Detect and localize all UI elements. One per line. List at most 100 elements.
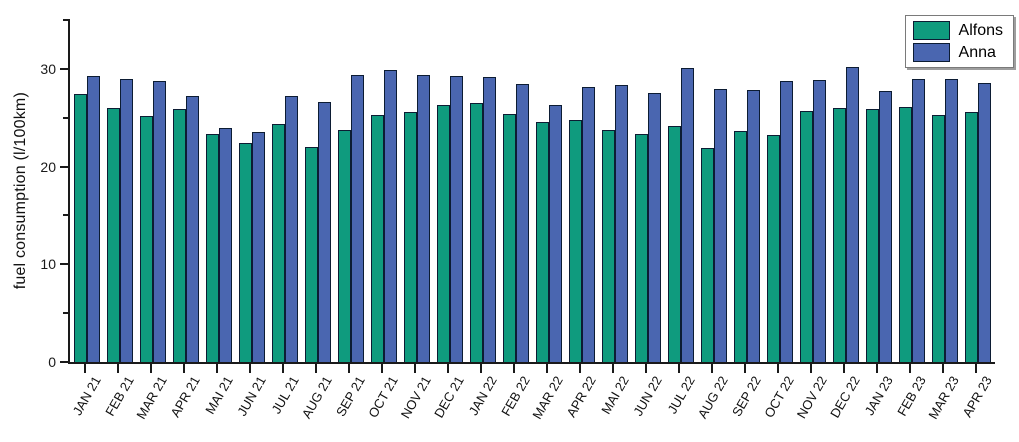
bar-group: [301, 19, 334, 362]
legend-item-alfons: Alfons: [912, 21, 1003, 40]
bar-alfons: [866, 108, 880, 362]
x-tick: [281, 364, 284, 373]
bar-group: [830, 19, 863, 362]
bar-anna: [813, 79, 827, 362]
x-tick: [314, 364, 317, 373]
bar-group: [136, 19, 169, 362]
bar-group: [70, 19, 103, 362]
x-tick: [546, 364, 549, 373]
x-tick-label-text: APR 23: [959, 373, 996, 420]
legend: Alfons Anna: [904, 15, 1014, 68]
bar-alfons: [238, 143, 252, 362]
y-tick: [60, 165, 68, 168]
x-tick: [479, 364, 482, 373]
bars-container: [70, 19, 995, 362]
bar-anna: [714, 89, 728, 362]
y-tick: [60, 67, 68, 70]
bar-anna: [416, 74, 430, 362]
x-tick: [347, 364, 350, 373]
x-tick: [975, 364, 978, 373]
bar-group: [400, 19, 433, 362]
bar-alfons: [73, 94, 87, 362]
x-tick: [810, 364, 813, 373]
bar-group: [929, 19, 962, 362]
y-tick-label: 30: [40, 60, 56, 77]
bar-anna: [548, 105, 562, 362]
x-tick-label-text: JAN 22: [465, 373, 500, 418]
bar-alfons: [734, 131, 748, 362]
bar-anna: [747, 90, 761, 362]
x-tick: [413, 364, 416, 373]
bar-anna: [780, 80, 794, 362]
bar-anna: [681, 67, 695, 362]
bar-alfons: [205, 134, 219, 362]
bar-group: [367, 19, 400, 362]
bar-anna: [482, 76, 496, 362]
x-tick-label-text: DEC 21: [431, 373, 467, 421]
bar-group: [797, 19, 830, 362]
bar-alfons: [932, 114, 946, 362]
bar-anna: [515, 83, 529, 362]
x-tick: [942, 364, 945, 373]
x-tick-label-text: SEP 21: [332, 373, 368, 419]
bar-alfons: [568, 119, 582, 362]
bar-group: [235, 19, 268, 362]
legend-label-alfons: Alfons: [958, 21, 1003, 39]
bar-anna: [648, 93, 662, 362]
bar-alfons: [403, 111, 417, 362]
bar-anna: [284, 96, 298, 362]
x-tick-label-text: NOV 21: [397, 373, 434, 422]
legend-swatch-anna: [912, 43, 950, 62]
x-tick: [248, 364, 251, 373]
bar-group: [698, 19, 731, 362]
x-tick: [182, 364, 185, 373]
x-tick-label-text: DEC 22: [827, 373, 864, 421]
x-tick-label-text: OCT 21: [365, 373, 401, 421]
bar-alfons: [965, 111, 979, 362]
bar-alfons: [304, 147, 318, 362]
bar-anna: [218, 127, 232, 362]
x-tick: [744, 364, 747, 373]
bar-anna: [152, 80, 166, 362]
bar-group: [103, 19, 136, 362]
x-tick: [215, 364, 218, 373]
y-tick-minor: [63, 116, 68, 119]
bar-alfons: [800, 110, 814, 362]
x-tick-label-text: MAI 22: [598, 373, 632, 417]
x-tick-label-text: JAN 21: [69, 373, 104, 418]
bar-group: [169, 19, 202, 362]
x-tick: [777, 364, 780, 373]
x-tick-label-text: FEB 22: [498, 373, 533, 419]
bar-group: [334, 19, 367, 362]
bar-anna: [978, 82, 992, 362]
y-tick-label: 10: [40, 256, 56, 273]
bar-group: [599, 19, 632, 362]
bar-alfons: [337, 130, 351, 362]
x-tick-label-text: SEP 22: [729, 373, 765, 419]
bar-alfons: [139, 115, 153, 362]
x-tick-label-text: JUN 22: [630, 373, 665, 419]
bar-group: [896, 19, 929, 362]
bar-group: [202, 19, 235, 362]
x-tick-label-text: FEB 21: [101, 373, 137, 419]
x-tick-label-text: APR 22: [563, 373, 599, 420]
bar-alfons: [436, 105, 450, 362]
x-tick: [446, 364, 449, 373]
y-tick-minor: [63, 312, 68, 315]
y-tick-label: 20: [40, 158, 56, 175]
plot-area: [68, 19, 995, 364]
bar-group: [632, 19, 665, 362]
x-tick: [678, 364, 681, 373]
bar-anna: [846, 66, 860, 362]
bar-anna: [615, 84, 629, 362]
bar-group: [268, 19, 301, 362]
bar-group: [665, 19, 698, 362]
bar-alfons: [602, 130, 616, 362]
bar-anna: [945, 78, 959, 362]
bar-group: [532, 19, 565, 362]
x-tick-label-text: JUL 21: [268, 373, 302, 417]
bar-alfons: [635, 134, 649, 362]
bar-alfons: [899, 106, 913, 362]
x-tick: [83, 364, 86, 373]
x-tick: [876, 364, 879, 373]
